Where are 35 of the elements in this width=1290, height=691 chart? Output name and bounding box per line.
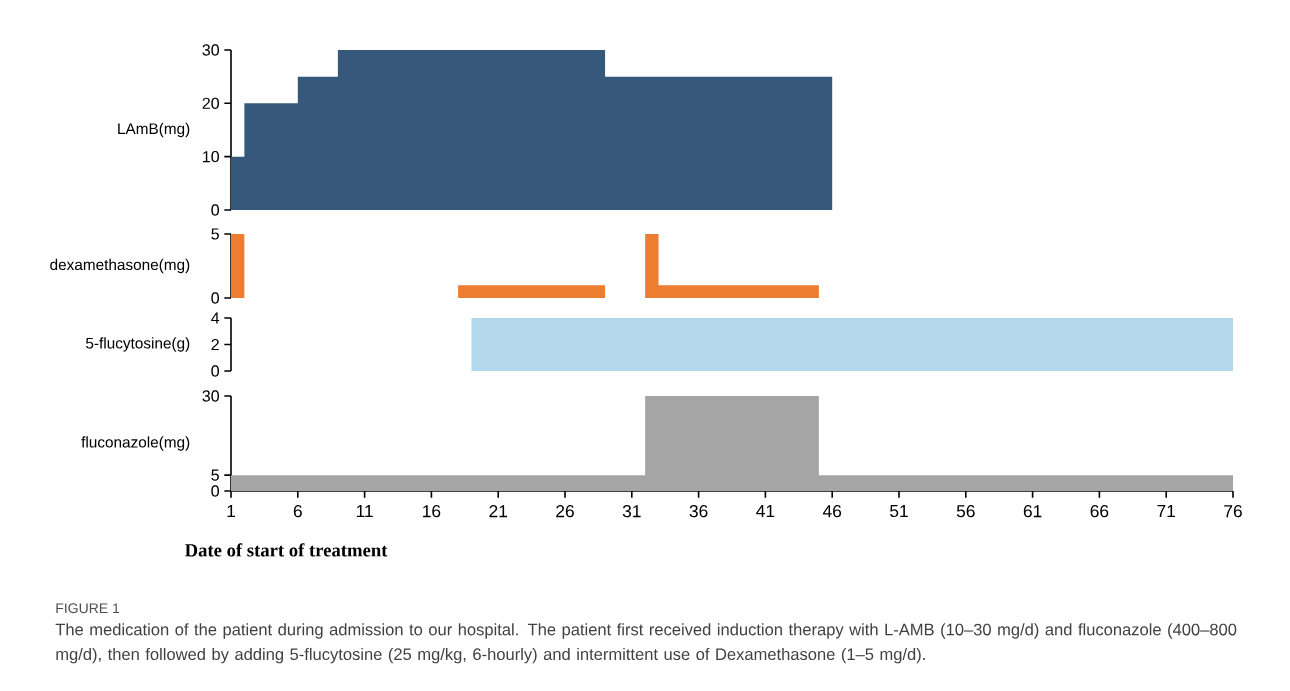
x-tick-label: 41 bbox=[756, 505, 775, 517]
x-tick-label: 66 bbox=[1090, 505, 1109, 518]
x-tick-label: 76 bbox=[1224, 505, 1242, 518]
x-tick-label: 26 bbox=[556, 505, 574, 518]
x-tick-label: 61 bbox=[1023, 505, 1042, 518]
x-tick-label: 31 bbox=[622, 505, 641, 518]
y-axis-title: 5-flucytosine(g) bbox=[86, 337, 190, 352]
x-tick-label: 6 bbox=[293, 505, 302, 518]
y-tick-label: 0 bbox=[211, 365, 220, 377]
y-axis-title: fluconazole(mg) bbox=[81, 436, 190, 451]
y-tick-label: 20 bbox=[202, 97, 220, 109]
x-tick-label: 16 bbox=[423, 505, 441, 518]
y-tick-label: 2 bbox=[211, 338, 219, 351]
y-tick-label: 30 bbox=[202, 390, 220, 402]
x-tick-label: 46 bbox=[822, 505, 842, 518]
x-tick-label: 1 bbox=[227, 505, 235, 517]
y-tick-label: 0 bbox=[211, 292, 220, 304]
y-tick-label: 0 bbox=[211, 204, 220, 216]
y-tick-label: 30 bbox=[202, 44, 220, 56]
y-tick-label: 0 bbox=[211, 485, 220, 497]
caption: FIGURE 1 bbox=[56, 603, 120, 614]
x-axis-title: Date of start of treatment bbox=[184, 543, 388, 557]
x-tick-label: 21 bbox=[489, 505, 507, 518]
y-tick-label: 5 bbox=[211, 228, 219, 240]
y-axis-title: dexamethasone(mg) bbox=[50, 258, 190, 274]
text: The medication of the patient during admission to our hospital. The patient first received induction therapy with L-AMB (10–30 mg/d) and fluconazole (400–800 mg/d), then followed by adding 5-flucytosine (25 mg/kg, 6-hourly) and intermittent use of Dexamethasone (1–5 mg/d). bbox=[55, 623, 1237, 664]
x-tick-label: 36 bbox=[689, 505, 708, 518]
x-tick-label: 11 bbox=[356, 505, 373, 517]
y-tick-label: 5 bbox=[211, 469, 219, 481]
x-tick-label: 51 bbox=[890, 505, 908, 518]
x-tick-label: 71 bbox=[1157, 505, 1175, 517]
y-axis-title: LAmB(mg) bbox=[118, 122, 190, 138]
y-tick-label: 4 bbox=[211, 312, 220, 324]
y-tick-label: 10 bbox=[203, 150, 220, 163]
x-tick-label: 56 bbox=[956, 505, 975, 518]
